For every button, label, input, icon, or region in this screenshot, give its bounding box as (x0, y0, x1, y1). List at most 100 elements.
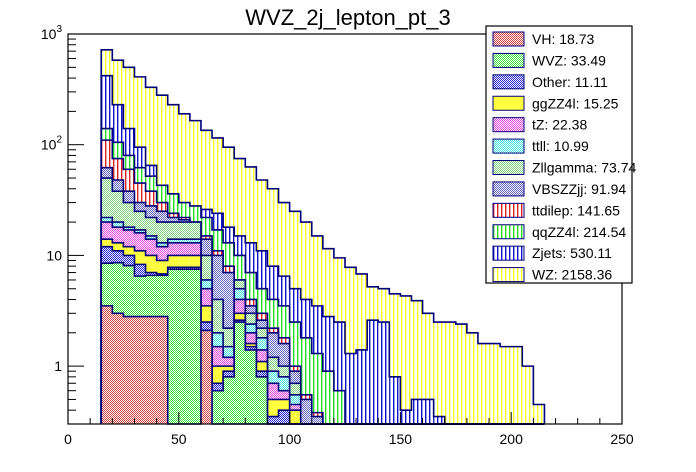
bar-WZ-200 (511, 346, 523, 424)
bar-WZ-180 (466, 332, 478, 424)
legend-label: WVZ: 33.49 (532, 52, 606, 68)
bar-WVZ-65 (212, 390, 224, 424)
bar-WZ-145 (389, 293, 401, 424)
bar-Zjets-155 (411, 399, 423, 424)
bar-WZ-170 (444, 322, 456, 424)
legend-entry: qqZZ4l: 214.54 (492, 224, 626, 240)
legend-entry: tZ: 22.38 (492, 117, 587, 133)
bar-WZ-155 (411, 300, 423, 424)
legend-swatch (492, 52, 525, 68)
x-tick-label: 100 (278, 431, 302, 447)
bar-ggZZ4l-100 (289, 410, 301, 424)
bar-WZ-185 (477, 343, 490, 424)
x-tick-label: 150 (389, 431, 413, 447)
bar-WZ-130 (356, 273, 368, 424)
bar-Other-95 (278, 410, 290, 424)
bar-WVZ-70 (223, 376, 235, 424)
bar-WVZ-75 (234, 322, 246, 424)
legend-swatch (492, 224, 525, 240)
bar-WZ-150 (400, 295, 412, 424)
legend-entry: ttll: 10.99 (492, 138, 589, 154)
bar-qqZZ4l-115 (322, 371, 334, 424)
legend-entry: Zllgamma: 73.74 (492, 160, 636, 176)
chart-title: WVZ_2j_lepton_pt_3 (245, 5, 450, 30)
legend-entry: Zjets: 530.11 (492, 245, 612, 261)
y-tick-label: 102 (41, 135, 63, 153)
x-tick-label: 0 (64, 431, 72, 447)
bar-Zjets-160 (422, 399, 434, 424)
bar-VH-40 (156, 316, 168, 424)
bar-Zjets-140 (378, 322, 390, 424)
legend-label: Zjets: 530.11 (532, 245, 612, 261)
legend-swatch (492, 160, 525, 175)
y-tick-label: 103 (41, 24, 63, 42)
bar-WZ-205 (522, 366, 534, 424)
bar-VBSZZjj-110 (311, 416, 323, 424)
legend-swatch (492, 181, 525, 197)
bar-VBSZZjj-105 (300, 399, 312, 424)
bar-WZ-210 (533, 404, 545, 424)
bar-WZ-175 (455, 324, 467, 424)
bar-WVZ-45 (167, 269, 179, 424)
bar-VH-15 (101, 305, 113, 424)
bar-WZ-165 (433, 322, 445, 424)
legend-label: WZ: 2158.36 (532, 267, 612, 283)
x-tick-label: 200 (500, 431, 524, 447)
legend: VH: 18.73 WVZ: 33.49 Other: 11.11 ggZZ4l: 1… (485, 25, 636, 284)
legend-label: VBSZZjj: 91.94 (532, 181, 626, 197)
bar-WVZ-85 (256, 376, 268, 424)
legend-swatch (492, 138, 525, 154)
legend-entry: ttdilep: 141.65 (492, 202, 620, 218)
bar-qqZZ4l-120 (333, 390, 345, 424)
bar-WVZ-80 (245, 349, 257, 424)
bar-ggZZ4l-90 (267, 399, 279, 424)
legend-entry: VH: 18.73 (492, 31, 594, 47)
bar-qqZZ4l-105 (300, 337, 312, 424)
outline-WZ (100, 48, 546, 424)
bar-Zjets-145 (389, 376, 401, 424)
bar-VH-60 (200, 330, 213, 424)
legend-swatch (492, 95, 525, 111)
legend-label: ggZZ4l: 15.25 (532, 95, 619, 111)
legend-swatch (492, 117, 525, 133)
bar-Zjets-135 (367, 320, 379, 424)
bar-VH-35 (145, 316, 157, 424)
legend-box (485, 25, 633, 284)
legend-label: tZ: 22.38 (532, 117, 587, 133)
bar-Zjets-115 (322, 316, 334, 424)
bar-Zjets-150 (400, 410, 412, 424)
legend-label: Zllgamma: 73.74 (532, 160, 636, 176)
legend-entry: ggZZ4l: 15.25 (492, 95, 619, 111)
legend-label: qqZZ4l: 214.54 (532, 224, 626, 240)
legend-label: ttll: 10.99 (532, 138, 589, 154)
legend-swatch (492, 31, 525, 47)
legend-swatch (492, 74, 525, 90)
bar-Zjets-130 (356, 349, 368, 424)
legend-entry: Other: 11.11 (492, 74, 608, 90)
bar-Zjets-125 (345, 353, 357, 424)
bar-VH-20 (112, 313, 124, 424)
bar-WVZ-50 (178, 269, 190, 424)
bar-WZ-195 (500, 346, 512, 424)
x-tick-label: 50 (171, 431, 187, 447)
bar-Zjets-120 (333, 322, 345, 424)
bar-Other-90 (267, 416, 279, 424)
bar-WVZ-55 (189, 269, 201, 424)
legend-swatch (492, 245, 525, 261)
bar-WZ-160 (422, 313, 434, 424)
legend-swatch (492, 202, 525, 218)
y-tick-label: 1 (54, 358, 62, 374)
bar-WZ-190 (489, 343, 501, 424)
bar-WZ-125 (345, 267, 357, 424)
legend-swatch (492, 267, 525, 283)
legend-entry: WZ: 2158.36 (492, 267, 612, 283)
x-tick-label: 250 (610, 431, 634, 447)
bar-VH-25 (123, 316, 135, 424)
bar-qqZZ4l-110 (311, 353, 323, 424)
legend-label: Other: 11.11 (532, 74, 608, 90)
legend-label: ttdilep: 141.65 (532, 202, 620, 218)
y-tick-label: 10 (46, 247, 62, 263)
legend-label: VH: 18.73 (532, 31, 594, 47)
histogram-bars (100, 48, 546, 425)
